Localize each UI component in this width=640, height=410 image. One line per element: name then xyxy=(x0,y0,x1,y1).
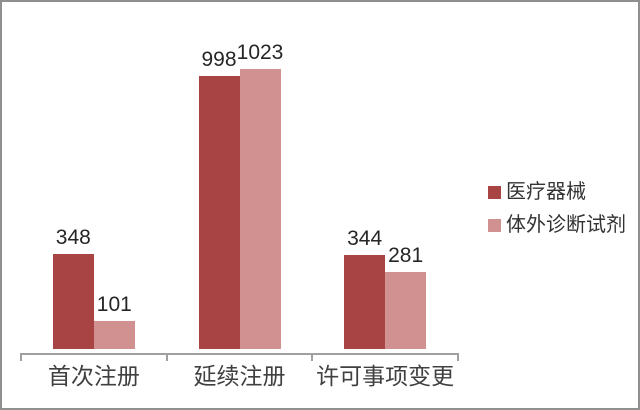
legend-item-medical-devices: 医疗器械 xyxy=(488,182,626,202)
x-axis-label: 许可事项变更 xyxy=(316,363,455,389)
bar-series1 xyxy=(198,76,240,349)
legend-swatch-ivd-reagents-icon xyxy=(488,218,501,232)
x-axis-tick xyxy=(457,353,459,361)
bar-series2 xyxy=(239,69,281,349)
legend: 医疗器械 体外诊断试剂 xyxy=(488,182,626,248)
x-axis-tick xyxy=(165,353,168,361)
bar-value-label: 998 xyxy=(201,48,237,71)
bar-value-label: 281 xyxy=(388,244,424,267)
bar-value-label: 344 xyxy=(347,227,383,250)
x-axis-label: 延续注册 xyxy=(193,363,286,389)
legend-swatch-medical-devices-icon xyxy=(488,185,501,199)
x-axis-label: 首次注册 xyxy=(47,363,140,389)
legend-item-ivd-reagents: 体外诊断试剂 xyxy=(488,215,626,235)
bar-value-label: 1023 xyxy=(236,41,284,64)
x-axis-tick xyxy=(311,353,314,361)
x-axis-line xyxy=(21,353,458,355)
x-axis-tick xyxy=(20,353,22,361)
legend-label-medical-devices: 医疗器械 xyxy=(506,181,586,203)
bar-series2 xyxy=(93,321,135,349)
bar-series1 xyxy=(344,255,386,349)
legend-label-ivd-reagents: 体外诊断试剂 xyxy=(506,214,626,236)
bar-series1 xyxy=(52,254,94,349)
bar-series2 xyxy=(385,272,427,349)
bar-value-label: 348 xyxy=(55,226,91,249)
bar-value-label: 101 xyxy=(96,293,132,316)
